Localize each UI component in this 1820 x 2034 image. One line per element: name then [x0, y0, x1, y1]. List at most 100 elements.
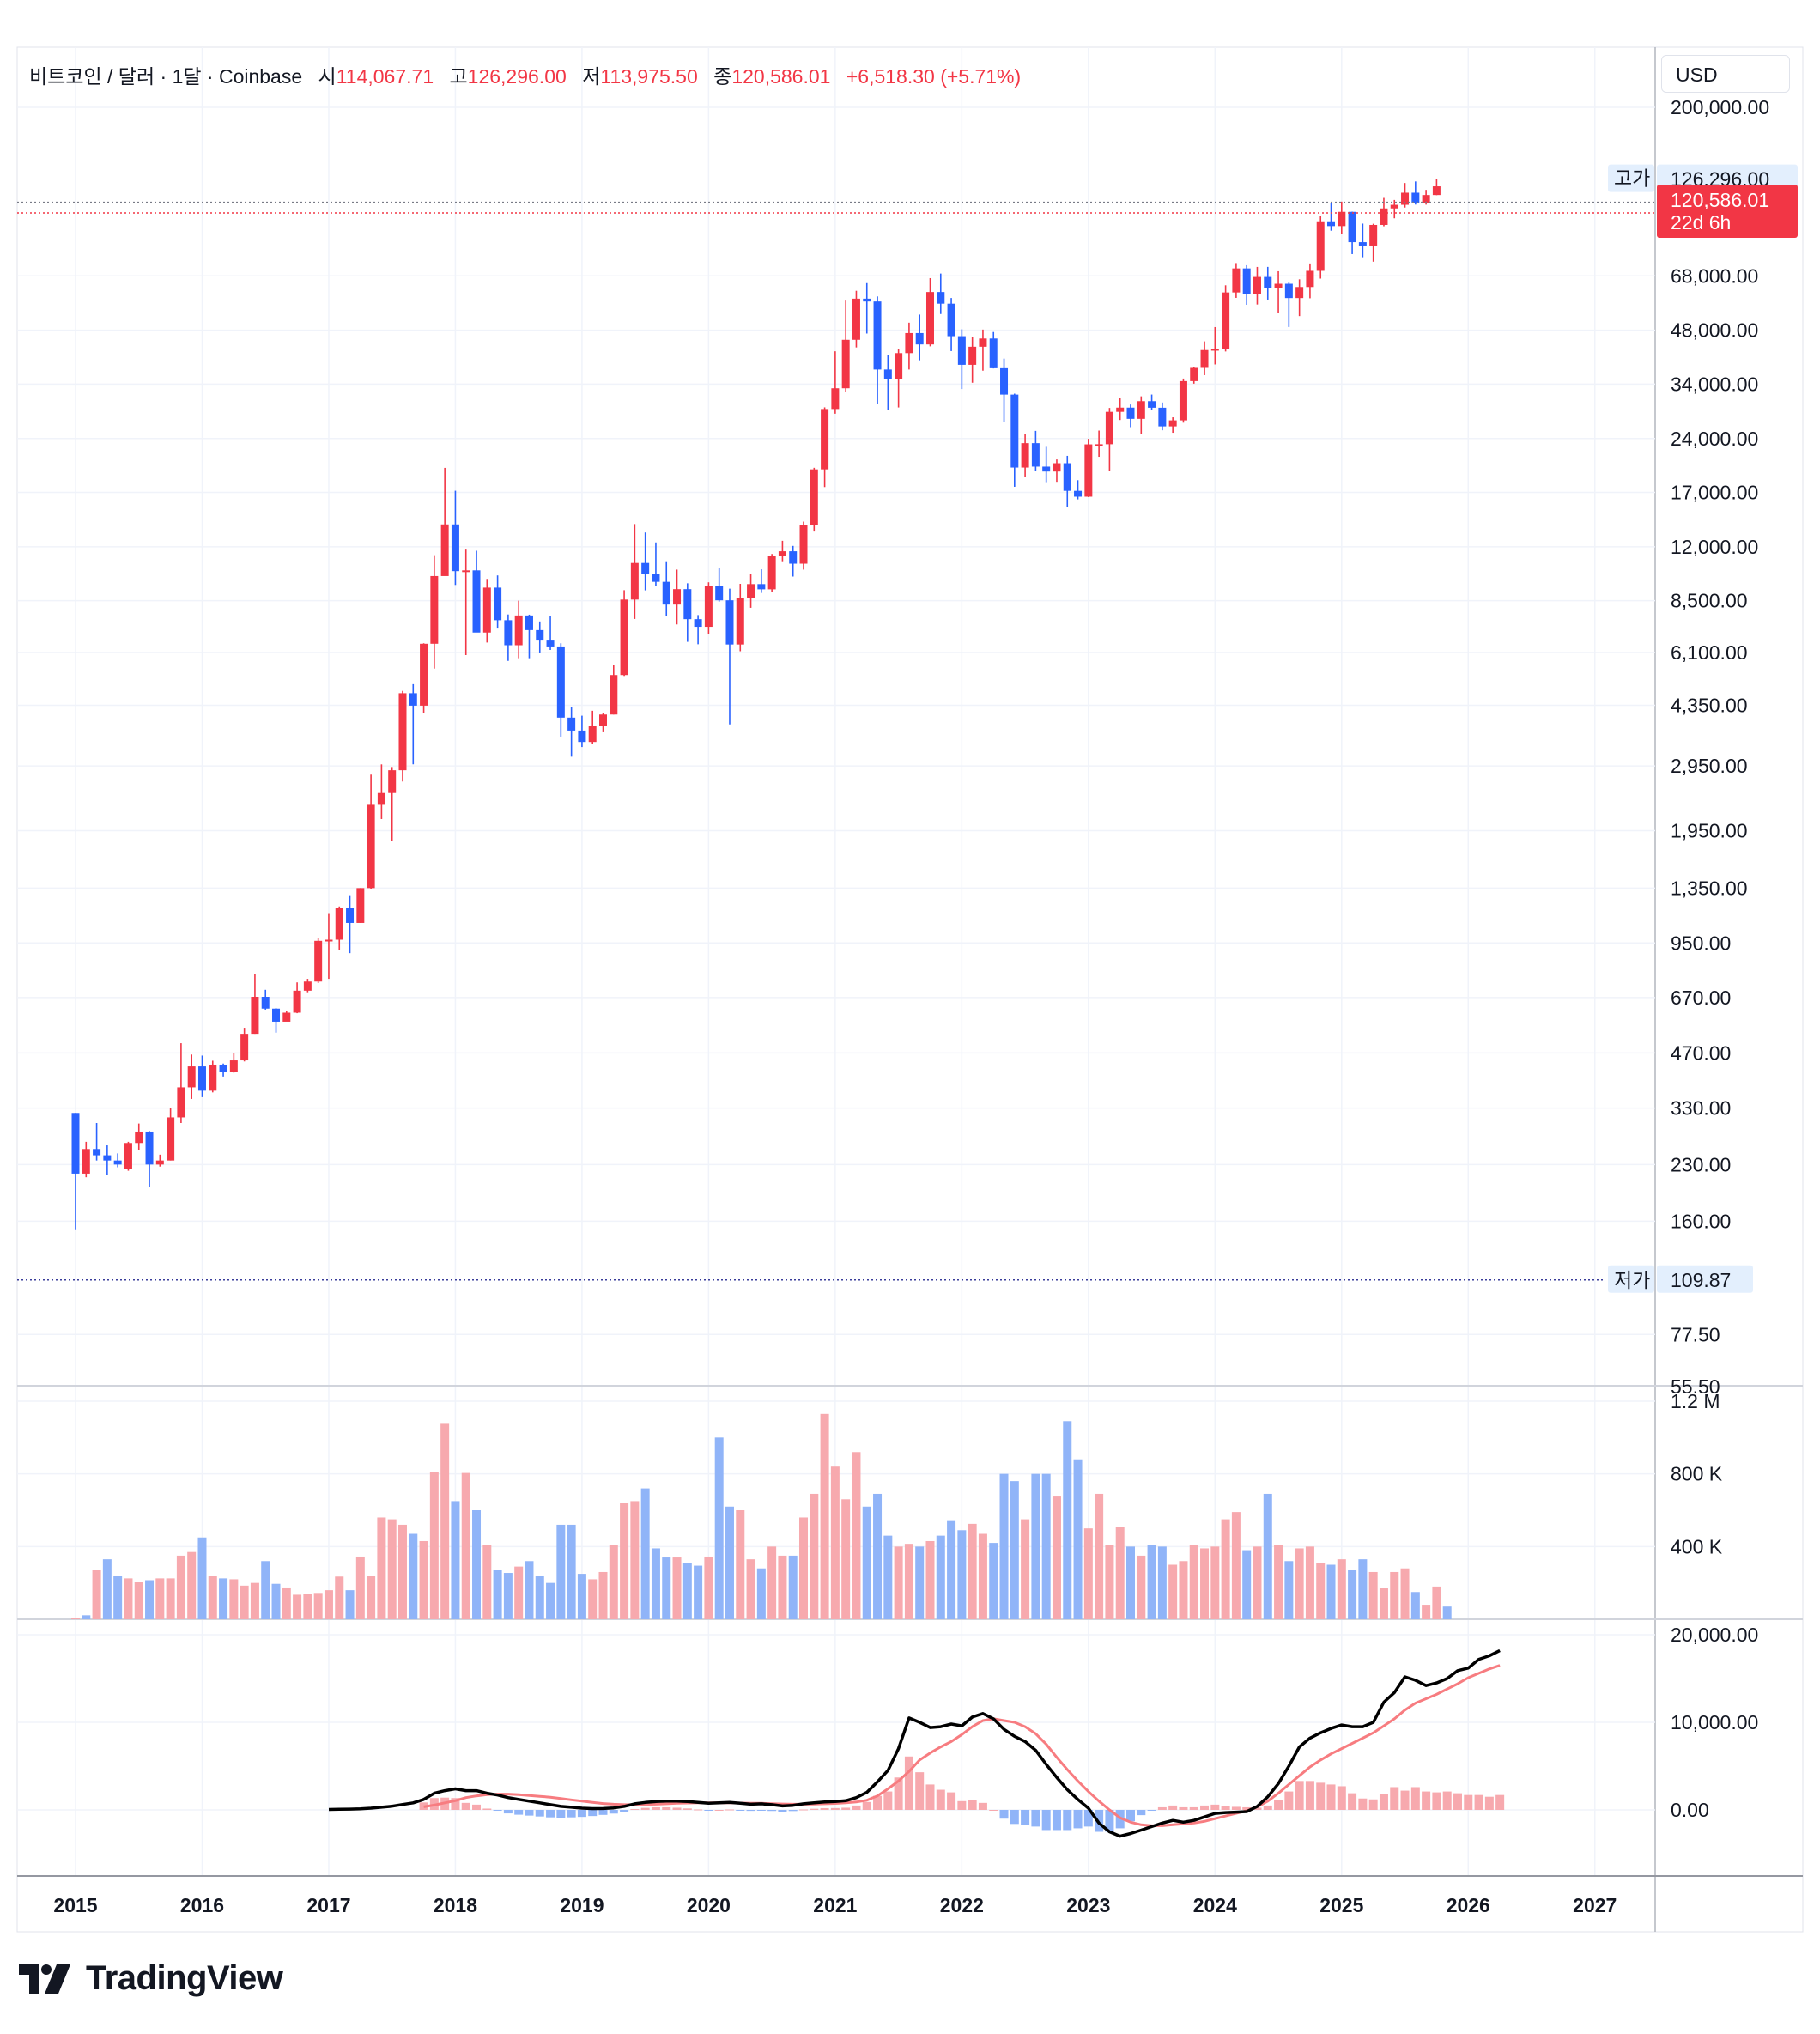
volume-bar — [355, 1556, 365, 1619]
macd-histogram-bar — [1326, 1784, 1336, 1810]
time-axis-label: 2023 — [1066, 1894, 1110, 1916]
volume-bar — [387, 1519, 397, 1619]
volume-bar — [429, 1472, 439, 1619]
volume-axis-label: 1.2 M — [1671, 1390, 1720, 1412]
macd-histogram-bar — [894, 1777, 903, 1810]
volume-bar — [904, 1544, 913, 1619]
macd-histogram-bar — [1368, 1799, 1378, 1810]
candle-body — [293, 990, 301, 1013]
volume-bar — [1432, 1586, 1441, 1619]
volume-bar — [124, 1578, 133, 1619]
candle-body — [1000, 367, 1009, 395]
candle-body — [767, 555, 776, 590]
volume-bar — [102, 1559, 112, 1619]
time-axis-label: 2022 — [940, 1894, 984, 1916]
macd-histogram-bar — [682, 1808, 692, 1810]
candle-body — [546, 640, 555, 647]
volume-bar — [662, 1557, 671, 1619]
macd-histogram-bar — [883, 1791, 893, 1810]
candle-body — [82, 1149, 90, 1174]
volume-bar — [261, 1561, 270, 1619]
last-price-value: 120,586.01 — [1671, 189, 1769, 211]
candle-body — [937, 292, 945, 304]
candle-body — [747, 584, 755, 598]
macd-histogram-bar — [1453, 1793, 1462, 1810]
macd-histogram-bar — [841, 1807, 851, 1810]
volume-bar — [1274, 1545, 1283, 1619]
candle-body — [652, 574, 660, 582]
candle-body — [472, 570, 481, 633]
candle-body — [219, 1064, 228, 1072]
macd-histogram-bar — [461, 1802, 470, 1810]
tradingview-logo[interactable]: TradingView — [19, 1959, 283, 1998]
candle-body — [124, 1143, 132, 1169]
macd-histogram-bar — [778, 1810, 787, 1812]
candle-body — [799, 525, 808, 564]
candle-body — [430, 575, 439, 644]
volume-bar — [113, 1576, 123, 1619]
volume-bar — [187, 1551, 197, 1619]
macd-histogram-bar — [1031, 1810, 1040, 1827]
time-axis-label: 2018 — [434, 1894, 477, 1916]
low-marker-value-bg — [1657, 1265, 1753, 1293]
price-axis-label: 17,000.00 — [1671, 481, 1758, 503]
volume-bar — [852, 1452, 861, 1619]
volume-bar — [1358, 1559, 1368, 1619]
chart-border — [16, 46, 1804, 1933]
volume-bar — [820, 1413, 829, 1619]
candle-body — [630, 562, 639, 600]
volume-bar — [894, 1546, 903, 1619]
candle-body — [968, 346, 977, 365]
macd-histogram-bar — [1253, 1807, 1262, 1810]
candle-body — [1274, 283, 1283, 288]
volume-bar — [1147, 1545, 1156, 1619]
volume-bar — [240, 1585, 249, 1619]
tradingview-logo-text: TradingView — [86, 1959, 283, 1997]
candle-body — [1063, 463, 1071, 491]
candle-body — [1264, 276, 1272, 288]
candle-body — [620, 599, 628, 676]
volume-bar — [303, 1594, 312, 1619]
candle-body — [272, 1008, 281, 1022]
macd-histogram-bar — [493, 1810, 502, 1812]
time-axis-label: 2025 — [1320, 1894, 1363, 1916]
macd-histogram-bar — [1063, 1810, 1072, 1831]
volume-bar — [1095, 1493, 1104, 1619]
candle-body — [1358, 242, 1367, 246]
macd-histogram-bar — [651, 1806, 660, 1810]
volume-bar — [799, 1517, 809, 1619]
candle-body — [177, 1087, 185, 1118]
candle-body — [1168, 420, 1177, 427]
volume-bar — [1010, 1481, 1019, 1619]
candle-body — [1105, 411, 1113, 445]
volume-bar — [409, 1533, 418, 1619]
macd-histogram-bar — [904, 1756, 913, 1810]
macd-histogram-bar — [1422, 1791, 1431, 1810]
volume-bar — [788, 1555, 798, 1619]
candle-body — [852, 298, 860, 340]
currency-button[interactable]: USD — [1661, 55, 1790, 93]
macd-histogram-bar — [968, 1800, 977, 1810]
price-axis-label: 68,000.00 — [1671, 264, 1758, 287]
candle-body — [261, 997, 270, 1009]
volume-bar — [1253, 1546, 1262, 1619]
macd-histogram-bar — [788, 1810, 798, 1812]
candle-body — [1126, 407, 1135, 419]
volume-bar — [1200, 1548, 1210, 1619]
volume-bar — [271, 1583, 281, 1619]
macd-histogram-bar — [925, 1784, 935, 1810]
macd-histogram-bar — [1073, 1810, 1083, 1829]
macd-histogram-bar — [1474, 1794, 1483, 1810]
price-axis-label: 470.00 — [1671, 1041, 1731, 1064]
time-axis-label: 2016 — [180, 1894, 224, 1916]
macd-histogram-bar — [746, 1810, 755, 1812]
volume-bar — [1031, 1473, 1040, 1619]
volume-bar — [989, 1543, 998, 1619]
macd-histogram-bar — [725, 1809, 734, 1811]
macd-histogram-bar — [1041, 1810, 1051, 1831]
volume-bar — [166, 1578, 175, 1619]
candle-body — [556, 646, 565, 718]
high-marker-tag — [1608, 164, 1654, 192]
volume-bar — [999, 1473, 1009, 1619]
